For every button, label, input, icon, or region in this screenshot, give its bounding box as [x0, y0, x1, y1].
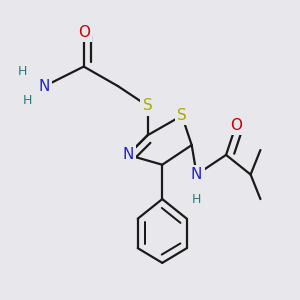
Text: S: S	[177, 108, 187, 123]
Text: N: N	[191, 167, 202, 182]
Text: H: H	[192, 193, 201, 206]
Text: S: S	[143, 98, 152, 113]
Text: O: O	[78, 25, 90, 40]
Text: H: H	[18, 65, 27, 78]
Text: N: N	[39, 79, 50, 94]
Text: O: O	[230, 118, 242, 133]
Text: H: H	[22, 94, 32, 107]
Text: N: N	[122, 147, 134, 162]
